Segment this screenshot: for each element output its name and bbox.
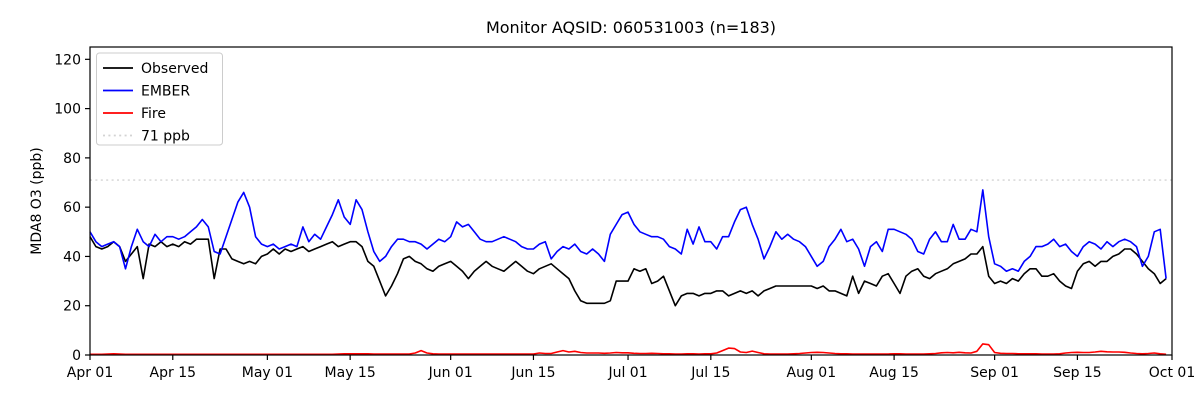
plot-border <box>89 46 1173 356</box>
y-tick-label: 120 <box>54 52 81 68</box>
y-tick-label: 20 <box>63 299 81 315</box>
x-tick-label: Jun 15 <box>510 365 555 381</box>
x-tick-label: Aug 01 <box>787 365 837 381</box>
fire-line <box>90 343 1167 356</box>
plot-content: 0 20 40 60 80 100 120 Apr 01 Apr 15 May 01 May 15 J… <box>54 52 1195 381</box>
y-axis-label: MDA8 O3 (ppb) <box>29 147 45 255</box>
chart-title: Monitor AQSID: 060531003 (n=183) <box>486 18 776 37</box>
y-tick-label: 40 <box>63 249 81 265</box>
legend-item-label: Fire <box>141 106 166 122</box>
legend-item-label: EMBER <box>141 84 190 100</box>
legend-item-label: Observed <box>141 61 208 77</box>
x-tick-label: Aug 15 <box>869 365 919 381</box>
x-tick-label: May 15 <box>325 365 376 381</box>
observed-line <box>89 236 1167 307</box>
legend-box <box>96 52 223 146</box>
x-tick-label: Oct 01 <box>1149 365 1195 381</box>
x-tick-label: Apr 01 <box>67 365 113 381</box>
legend-item-label: 71 ppb <box>141 129 190 145</box>
y-tick-label: 0 <box>72 348 81 364</box>
x-tick-label: Jul 15 <box>690 365 730 381</box>
x-tick-label: May 01 <box>242 365 293 381</box>
y-tick-label: 100 <box>54 102 81 118</box>
y-tick-label: 60 <box>63 200 81 216</box>
x-tick-label: Apr 15 <box>150 365 196 381</box>
x-tick-label: Jul 01 <box>607 365 647 381</box>
x-tick-label: Sep 15 <box>1053 365 1102 381</box>
ember-line <box>89 189 1167 279</box>
x-tick-label: Sep 01 <box>970 365 1019 381</box>
x-tick-label: Jun 01 <box>428 365 473 381</box>
y-tick-label: 80 <box>63 151 81 167</box>
